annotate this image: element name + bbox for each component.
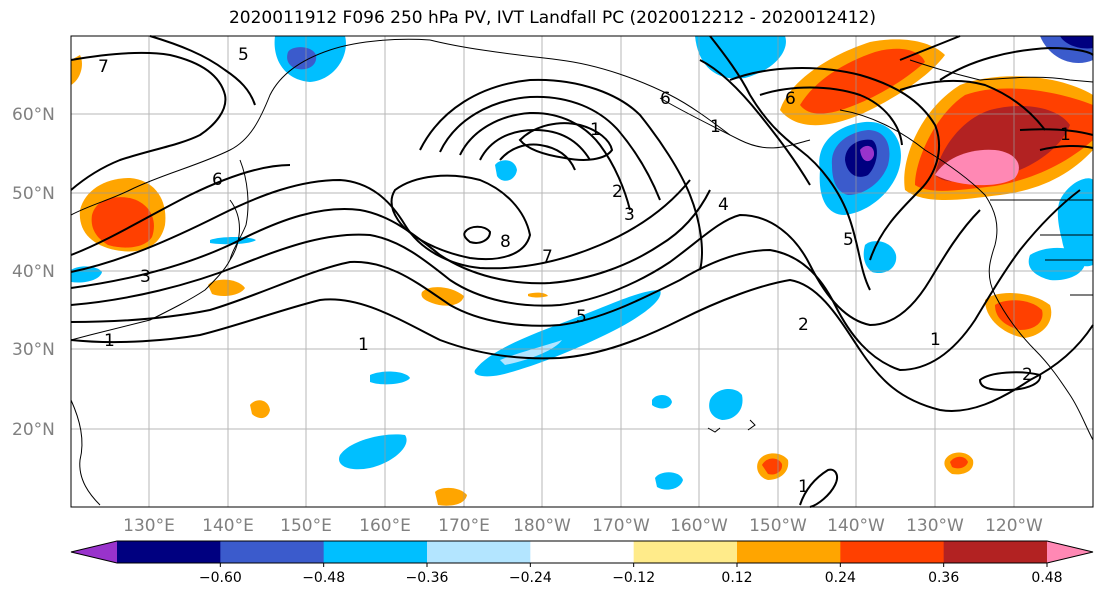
contour-label: 5	[576, 307, 587, 327]
colorbar-segment	[117, 541, 221, 563]
colorbar-extend-min	[71, 541, 117, 563]
contour-label: 6	[785, 89, 796, 109]
lon-label: 120°W	[985, 516, 1043, 536]
colorbar-segment	[530, 541, 635, 563]
colorbar-tick-label: 0.12	[721, 570, 752, 586]
colorbar-segment	[633, 541, 738, 563]
contour-label: 5	[238, 45, 249, 65]
colorbar-extend-max	[1047, 541, 1093, 563]
contour-label: 4	[718, 195, 729, 215]
lon-label: 150°W	[749, 516, 807, 536]
lon-label: 160°W	[670, 516, 728, 536]
colorbar	[70, 540, 1094, 564]
colorbar-tick-label: 0.36	[928, 570, 959, 586]
lat-label-30n: 30°N	[12, 340, 55, 360]
gridlines	[71, 36, 1093, 507]
colorbar-tick-label: −0.36	[406, 570, 449, 586]
contour-label: 5	[843, 230, 854, 250]
latitude-labels: 60°N 50°N 40°N 30°N 20°N	[12, 105, 55, 440]
colorbar-tick-label: 0.24	[825, 570, 856, 586]
contour-label: 1	[1060, 125, 1071, 145]
contour-label: 7	[542, 247, 553, 267]
colorbar-segment	[943, 541, 1048, 563]
lon-label: 180°W	[513, 516, 571, 536]
colorbar-segment	[220, 541, 325, 563]
contour-label: 1	[104, 331, 115, 351]
colorbar-tick-label: 0.48	[1031, 570, 1062, 586]
contour-label: 6	[212, 170, 223, 190]
lat-label-40n: 40°N	[12, 262, 55, 282]
contour-label: 1	[710, 117, 721, 137]
lon-label: 160°E	[359, 516, 411, 536]
colorbar-segment	[737, 541, 841, 563]
lon-label: 170°W	[592, 516, 650, 536]
contour-label: 2	[798, 315, 809, 335]
lat-label-20n: 20°N	[12, 420, 55, 440]
colorbar-segment	[427, 541, 531, 563]
lon-label: 140°E	[202, 516, 254, 536]
lon-label: 130°E	[123, 516, 175, 536]
contour-label: 2	[612, 182, 623, 202]
contour-label: 6	[660, 89, 671, 109]
lat-label-50n: 50°N	[12, 184, 55, 204]
contour-label: 3	[624, 205, 635, 225]
contour-label: 2	[1022, 365, 1033, 385]
contour-label: 8	[500, 232, 511, 252]
colorbar-outline	[70, 540, 1094, 564]
lon-label: 170°E	[438, 516, 490, 536]
colorbar-tick-label: −0.48	[302, 570, 345, 586]
contour-label: 7	[98, 57, 109, 77]
colorbar-segment	[840, 541, 945, 563]
map-title: 2020011912 F096 250 hPa PV, IVT Landfall…	[228, 8, 876, 28]
contour-label: 1	[930, 330, 941, 350]
contour-label: 1	[358, 335, 369, 355]
lon-label: 130°W	[906, 516, 964, 536]
contour-label: 1	[798, 477, 809, 497]
colorbar-tick-label: −0.12	[612, 570, 655, 586]
colorbar-tick-label: −0.24	[509, 570, 552, 586]
colorbar-tick-labels: −0.60 −0.48 −0.36 −0.24 −0.12 0.12 0.24 0.36 0.4…	[199, 563, 1063, 586]
pc-fill-regions	[71, 36, 1093, 506]
coastlines	[70, 38, 1094, 506]
colorbar-segment	[323, 541, 428, 563]
longitude-labels: 130°E 140°E 150°E 160°E 170°E 180°W 170°…	[123, 516, 1043, 536]
contour-label-group: 7 6 5 3 1 1 2 3 1 8 7 5 4 2 1 1 1 2 6 6 …	[98, 45, 1071, 497]
contour-label: 3	[140, 267, 151, 287]
map-frame	[70, 35, 1094, 508]
lon-label: 150°E	[280, 516, 332, 536]
lat-label-60n: 60°N	[12, 105, 55, 125]
colorbar-tick-label: −0.60	[199, 570, 242, 586]
lon-label: 140°W	[827, 516, 885, 536]
contour-label: 1	[590, 120, 601, 140]
pv-contours	[70, 35, 1094, 508]
